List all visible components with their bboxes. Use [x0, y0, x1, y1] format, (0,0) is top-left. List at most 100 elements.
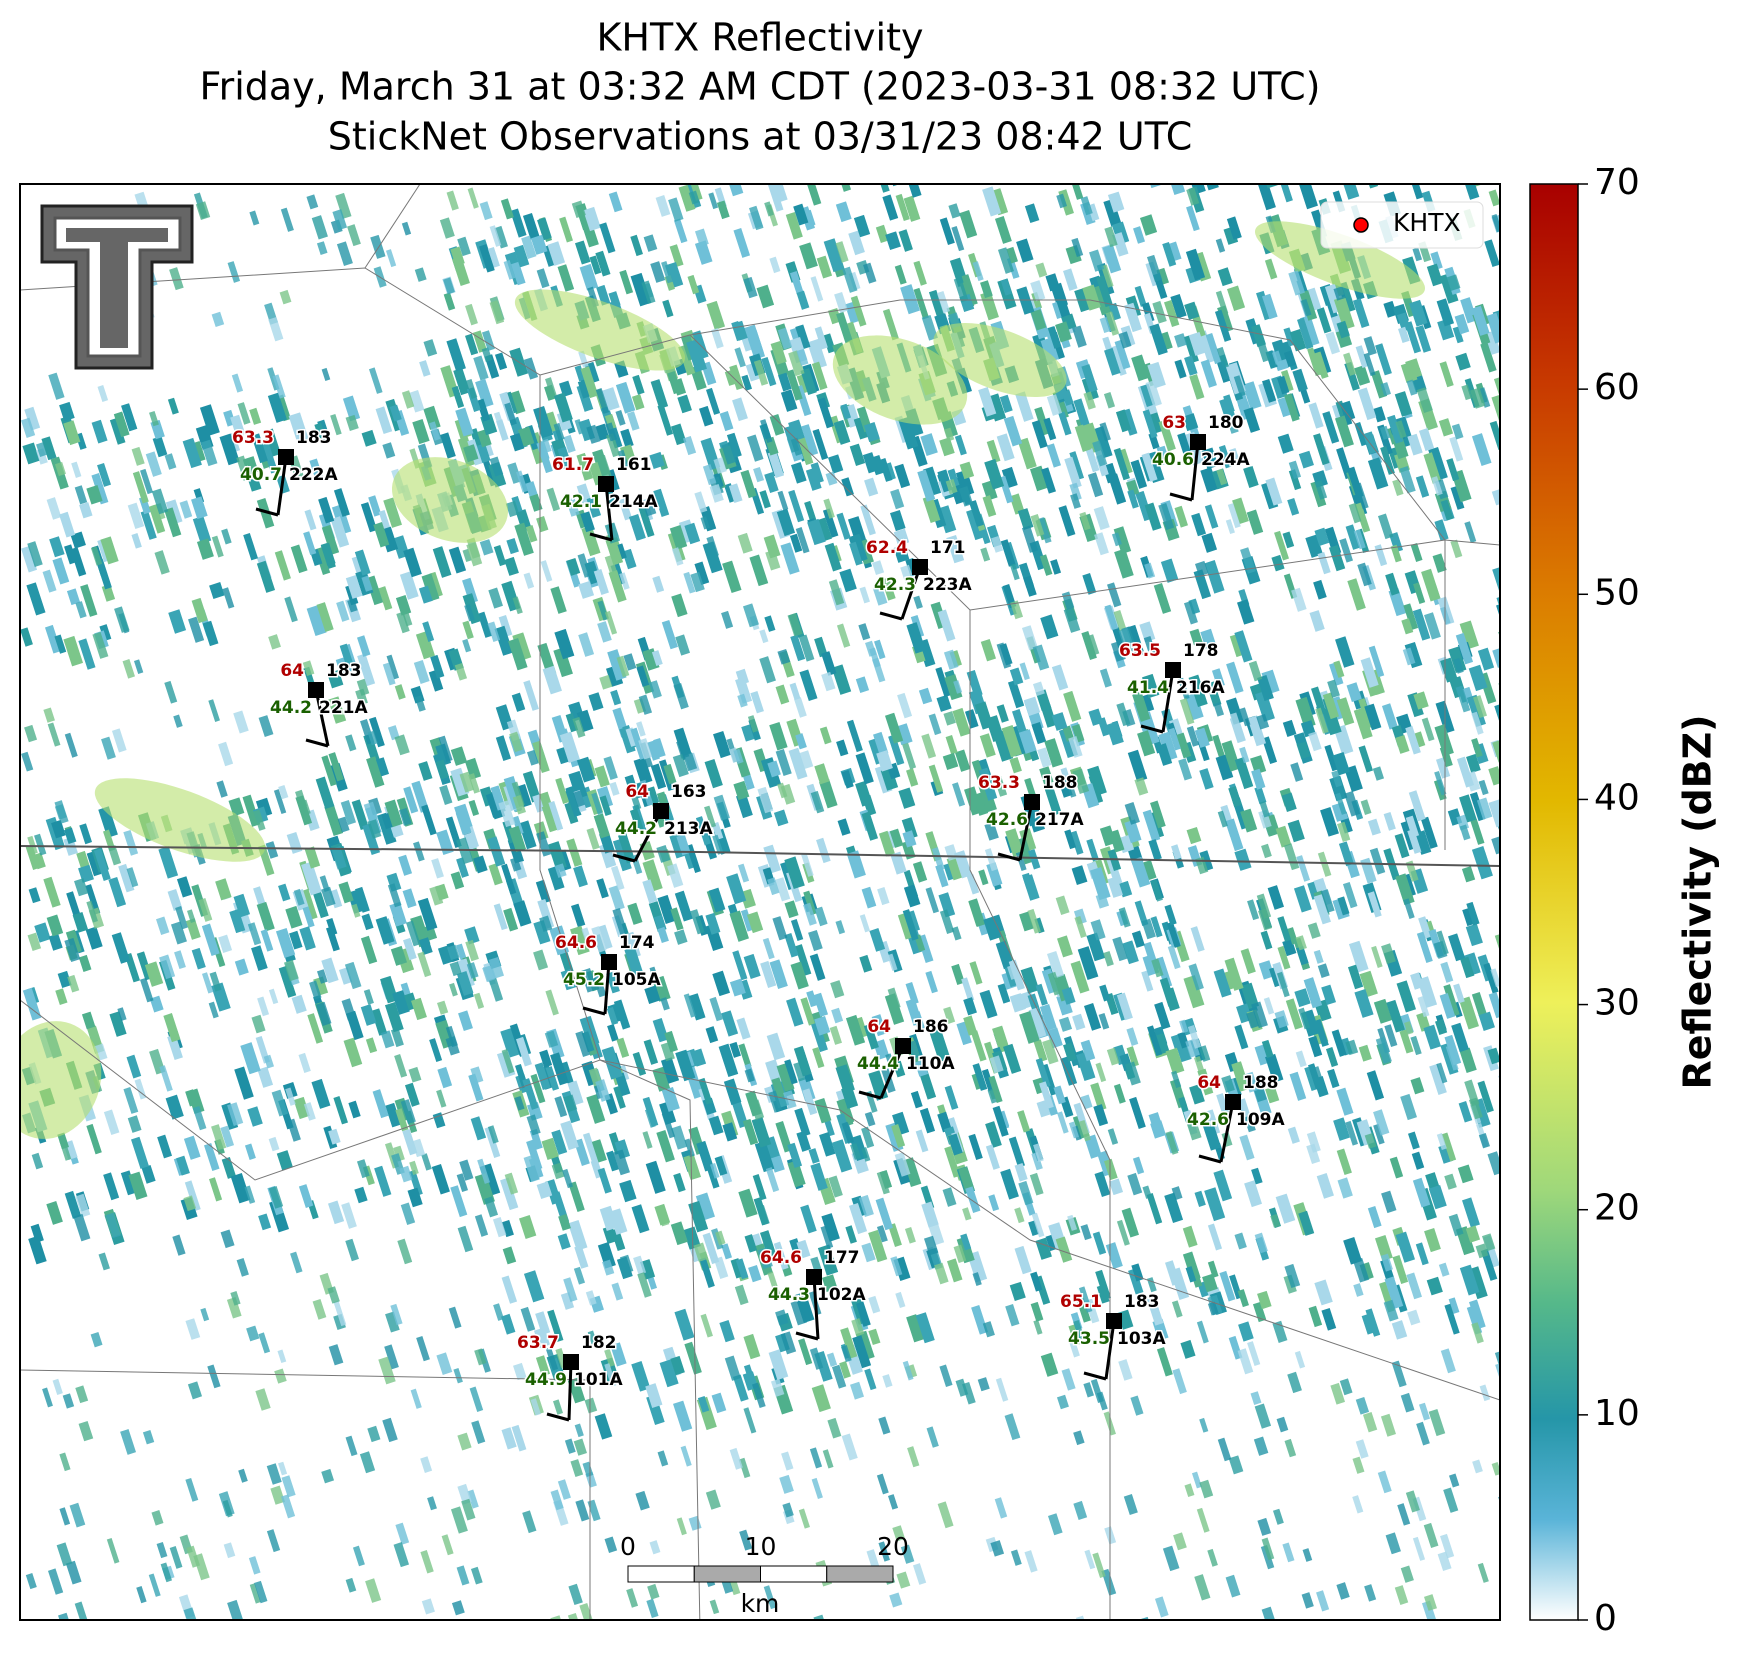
- echo-cell: [1014, 1163, 1028, 1182]
- echo-cell: [936, 291, 950, 314]
- echo-cell: [969, 500, 984, 527]
- echo-cell: [316, 602, 334, 632]
- echo-cell: [509, 731, 523, 753]
- echo-cell: [1215, 754, 1234, 781]
- echo-cell: [42, 1387, 53, 1408]
- echo-cell: [1358, 1044, 1372, 1062]
- echo-cell: [1448, 152, 1463, 181]
- echo-cell: [1240, 808, 1258, 833]
- echo-cell: [1086, 932, 1106, 962]
- echo-cell: [675, 634, 690, 656]
- echo-cell: [821, 1274, 838, 1293]
- dewpoint: 44.9: [525, 1370, 567, 1390]
- echo-cell: [309, 980, 322, 1000]
- echo-cell: [1186, 826, 1202, 845]
- echo-cell: [247, 922, 262, 946]
- echo-cell: [1213, 702, 1225, 717]
- echo-cell: [298, 1052, 311, 1073]
- echo-cell: [799, 750, 814, 770]
- echo-cell: [624, 774, 638, 792]
- echo-cell: [874, 639, 886, 660]
- echo-cell: [846, 850, 866, 879]
- echo-cell: [1240, 948, 1256, 975]
- echo-cell: [1251, 1001, 1268, 1029]
- echo-cell: [337, 816, 350, 833]
- echo-cell: [1332, 751, 1350, 776]
- echo-cell: [648, 680, 662, 699]
- echo-cell: [132, 471, 149, 504]
- echo-cell: [256, 560, 276, 593]
- echo-cell: [73, 1213, 91, 1242]
- echo-cell: [1016, 238, 1034, 263]
- echo-cell: [936, 694, 952, 712]
- echo-cell: [903, 884, 921, 908]
- echo-cell: [972, 261, 984, 282]
- echo-cell: [944, 1146, 961, 1178]
- echo-cell: [644, 985, 661, 1004]
- echo-cell: [1257, 1290, 1272, 1310]
- echo-cell: [584, 1397, 598, 1414]
- echo-cell: [855, 780, 873, 807]
- echo-cell: [1178, 677, 1190, 700]
- echo-cell: [861, 1126, 875, 1149]
- station-value: 161: [616, 455, 652, 475]
- echo-cell: [456, 857, 469, 878]
- echo-cell: [795, 527, 810, 554]
- echo-cell: [355, 886, 370, 913]
- echo-cell: [34, 833, 47, 856]
- echo-cell: [642, 648, 660, 671]
- echo-cell: [1141, 673, 1160, 699]
- echo-cell: [581, 525, 601, 557]
- echo-cell: [775, 1121, 793, 1153]
- echo-cell: [133, 659, 144, 675]
- echo-cell: [271, 1089, 289, 1117]
- echo-cell: [905, 998, 923, 1026]
- echo-cell: [620, 428, 634, 448]
- echo-cell: [284, 596, 298, 623]
- station-marker: [278, 449, 294, 465]
- echo-cell: [1191, 512, 1207, 537]
- echo-cell: [859, 914, 871, 933]
- echo-cell: [1395, 734, 1410, 754]
- echo-cell: [597, 1242, 616, 1269]
- echo-cell: [1028, 1007, 1047, 1039]
- echo-cell: [1451, 423, 1464, 440]
- echo-cell: [1083, 1003, 1102, 1031]
- echo-cell: [1314, 480, 1328, 500]
- echo-cell: [661, 619, 678, 650]
- echo-cell: [1009, 1281, 1026, 1302]
- echo-cell: [978, 387, 997, 417]
- echo-cell: [419, 360, 431, 377]
- logo: [40, 204, 194, 370]
- echo-cell: [1337, 184, 1351, 186]
- echo-cell: [1499, 1038, 1500, 1056]
- echo-cell: [740, 909, 754, 932]
- echo-cell: [1316, 1172, 1334, 1199]
- echo-cell: [78, 1420, 94, 1442]
- echo-cell: [378, 586, 393, 611]
- echo-cell: [1277, 396, 1293, 418]
- echo-cell: [551, 1129, 568, 1155]
- echo-cell: [1096, 294, 1112, 316]
- echo-cell: [583, 206, 601, 232]
- echo-cell: [502, 1246, 517, 1265]
- echo-cell: [1092, 1231, 1107, 1255]
- echo-cell: [709, 1599, 720, 1615]
- echo-cell: [1409, 141, 1425, 171]
- echo-cell: [249, 1583, 261, 1604]
- echo-cell: [220, 1125, 235, 1148]
- echo-cell: [1030, 1271, 1043, 1292]
- echo-cell: [429, 885, 444, 906]
- echo-cell: [1074, 915, 1087, 939]
- echo-cell: [209, 1177, 223, 1202]
- echo-cell: [216, 780, 228, 798]
- echo-cell: [293, 888, 305, 906]
- echo-cell: [484, 1196, 499, 1218]
- echo-cell: [548, 800, 564, 831]
- echo-cell: [1196, 1507, 1210, 1533]
- station-value: 186: [913, 1017, 949, 1037]
- echo-cell: [196, 538, 214, 560]
- echo-cell: [946, 534, 965, 564]
- echo-cell: [1229, 448, 1241, 465]
- echo-cell: [1158, 731, 1178, 761]
